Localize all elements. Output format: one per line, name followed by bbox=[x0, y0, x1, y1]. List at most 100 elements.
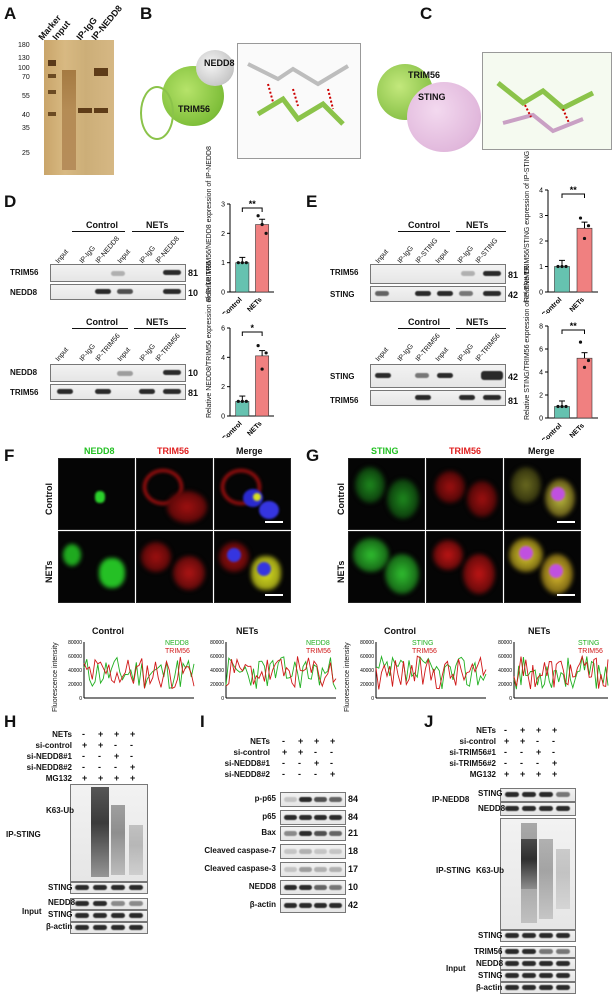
condition-sign: - bbox=[330, 758, 333, 768]
condition-sign: + bbox=[504, 736, 510, 746]
condition-sign: - bbox=[520, 758, 523, 768]
y-tick-label: 40000 bbox=[68, 668, 82, 674]
legend-entry: TRIM56 bbox=[412, 648, 437, 655]
blot-strip bbox=[500, 788, 576, 802]
panel-label-c: C bbox=[420, 4, 433, 23]
condition-sign: - bbox=[282, 758, 285, 768]
data-point bbox=[560, 404, 564, 409]
blot-strip bbox=[280, 844, 346, 859]
panel-label-a: A bbox=[4, 4, 17, 23]
panel-label-h: H bbox=[4, 712, 17, 731]
micrograph-trim56-control bbox=[136, 458, 213, 530]
band bbox=[299, 849, 312, 854]
sig-marker: * bbox=[250, 323, 254, 333]
channel-label: TRIM56 bbox=[449, 446, 482, 456]
condition-label: si-NEDD8#2 bbox=[26, 763, 72, 772]
y-tick-label: 8 bbox=[539, 324, 543, 331]
blot-strip bbox=[280, 792, 346, 807]
condition-sign: - bbox=[98, 762, 101, 772]
band bbox=[314, 903, 327, 908]
condition-sign: + bbox=[314, 736, 320, 746]
y-tick-label: 6 bbox=[221, 326, 225, 333]
condition-label: si-control bbox=[35, 741, 72, 750]
blot-row-label: Cleaved caspase-3 bbox=[204, 864, 276, 873]
condition-sign: - bbox=[130, 751, 133, 761]
condition-sign: - bbox=[82, 751, 85, 761]
condition-label: NETs bbox=[250, 737, 270, 746]
condition-sign: - bbox=[552, 747, 555, 757]
lane-label: Input bbox=[374, 346, 391, 363]
blot-row-label: STING bbox=[478, 789, 503, 798]
bar bbox=[554, 406, 570, 419]
band bbox=[299, 903, 312, 908]
y-tick-label: 60000 bbox=[210, 654, 224, 660]
bar bbox=[235, 262, 250, 293]
condition-sign: - bbox=[282, 769, 285, 779]
blot-strip bbox=[280, 826, 346, 841]
y-tick-label: 0 bbox=[221, 696, 224, 702]
protein-label: TRIM56 bbox=[408, 70, 441, 80]
y-tick-label: 4 bbox=[539, 370, 543, 377]
kda-label: 81 bbox=[188, 388, 199, 398]
condition-label: si-NEDD8#1 bbox=[26, 752, 72, 761]
band bbox=[329, 849, 342, 854]
panel-label-d: D bbox=[4, 192, 17, 211]
data-point bbox=[564, 404, 568, 409]
blot-row-label: NEDD8 bbox=[10, 368, 38, 377]
lane-label: Input bbox=[434, 346, 451, 363]
band bbox=[329, 885, 342, 890]
band bbox=[299, 815, 312, 820]
band bbox=[314, 885, 327, 890]
group-label: NETs bbox=[466, 317, 489, 327]
condition-sign: + bbox=[552, 725, 558, 735]
interface-zoom bbox=[237, 43, 361, 159]
band bbox=[284, 815, 297, 820]
mw-marker: 100 bbox=[18, 65, 30, 72]
lane-label: Input bbox=[116, 346, 133, 363]
kda-label: 10 bbox=[348, 882, 359, 892]
lane-label: Input bbox=[116, 248, 133, 265]
condition-label: NETs bbox=[476, 726, 496, 735]
band bbox=[329, 815, 342, 820]
condition-sign: - bbox=[314, 769, 317, 779]
blot-strip bbox=[70, 882, 148, 894]
blot-row-label: NEDD8 bbox=[476, 959, 504, 968]
condition-sign: - bbox=[504, 725, 507, 735]
kda-label: 10 bbox=[188, 368, 199, 378]
condition-sign: + bbox=[330, 769, 336, 779]
band bbox=[284, 797, 297, 802]
intensity-profile-f-nets: 0 20000 40000 60000 80000 bbox=[210, 640, 337, 702]
condition-sign: - bbox=[536, 736, 539, 746]
condition-sign: - bbox=[504, 758, 507, 768]
legend-entry: NEDD8 bbox=[165, 640, 189, 647]
x-tick-label: Control bbox=[221, 296, 244, 314]
y-tick-label: 1 bbox=[221, 260, 225, 267]
condition-sign: + bbox=[114, 751, 120, 761]
blot-row-label: TRIM56 bbox=[10, 388, 39, 397]
lane-label: IP-IgG bbox=[456, 245, 476, 265]
micrograph-sting-control bbox=[348, 458, 425, 530]
lane-label: IP-TRIM56 bbox=[474, 332, 502, 363]
data-point bbox=[260, 367, 264, 371]
mw-marker: 130 bbox=[18, 55, 30, 62]
condition-sign: + bbox=[520, 769, 526, 779]
data-point bbox=[556, 404, 560, 409]
blot-strip bbox=[50, 364, 186, 382]
blot-row-label: STING bbox=[478, 931, 503, 940]
protein-label: TRIM56 bbox=[178, 104, 211, 114]
group-label: NETs bbox=[466, 220, 489, 230]
blot-strip bbox=[370, 364, 506, 388]
lane-label: IP-IgG bbox=[456, 343, 476, 363]
channel-label: NEDD8 bbox=[84, 446, 115, 456]
row-label: NETs bbox=[336, 560, 346, 583]
group-label: NETs bbox=[146, 220, 169, 230]
condition-sign: - bbox=[114, 740, 117, 750]
data-point bbox=[236, 261, 240, 265]
y-tick-label: 80000 bbox=[498, 640, 512, 646]
blot-row-label: β-actin bbox=[249, 900, 276, 909]
condition-label: si-NEDD8#2 bbox=[224, 770, 270, 779]
y-tick-label: 3 bbox=[539, 213, 543, 220]
blot-row-label: β-actin bbox=[476, 983, 503, 992]
condition-sign: + bbox=[520, 725, 526, 735]
blot-row-label: NEDD8 bbox=[248, 882, 276, 891]
